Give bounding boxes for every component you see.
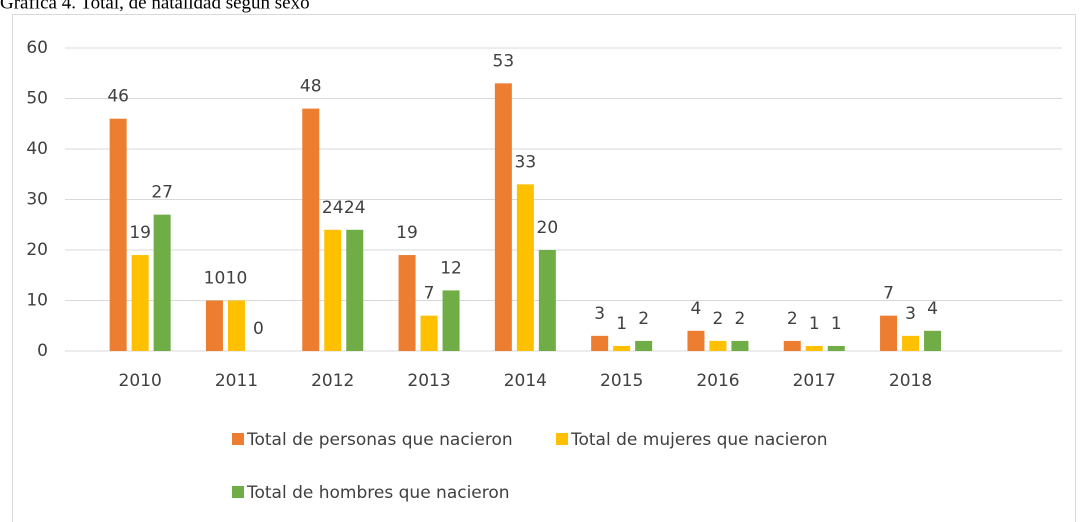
data-label: 48 <box>300 77 322 97</box>
bar <box>324 229 342 351</box>
bar <box>302 108 320 351</box>
bar <box>494 83 512 351</box>
data-label: 4 <box>691 299 702 319</box>
bar <box>924 330 942 351</box>
data-label: 19 <box>396 223 418 243</box>
bar <box>131 255 149 351</box>
bar <box>687 330 705 351</box>
bar <box>442 290 460 351</box>
x-tick-label: 2016 <box>696 371 739 391</box>
data-label: 4 <box>927 299 938 319</box>
data-label: 7 <box>424 284 435 304</box>
bar <box>613 345 631 351</box>
legend-swatch <box>556 433 568 445</box>
bar <box>591 335 609 351</box>
y-tick-label: 30 <box>26 190 48 210</box>
legend-swatch <box>232 486 244 498</box>
legend-swatch <box>232 433 244 445</box>
bar <box>783 340 801 351</box>
bar <box>635 340 653 351</box>
bar <box>205 300 223 351</box>
data-label: 24 <box>322 198 344 218</box>
bar <box>109 118 127 351</box>
bar <box>902 335 920 351</box>
data-label: 33 <box>515 152 537 172</box>
data-label: 2 <box>735 309 746 329</box>
y-tick-label: 60 <box>26 38 48 58</box>
data-label: 19 <box>129 223 151 243</box>
data-label: 3 <box>594 304 605 324</box>
bar <box>538 250 556 351</box>
x-tick-label: 2010 <box>119 371 162 391</box>
data-label: 12 <box>440 258 462 278</box>
data-label: 3 <box>905 304 916 324</box>
chart-title: Gráfica 4. Total, de natalidad según sex… <box>0 0 310 13</box>
data-label: 53 <box>493 51 515 71</box>
bar <box>805 345 823 351</box>
bar <box>516 184 534 351</box>
bar <box>346 229 364 351</box>
y-tick-label: 50 <box>26 89 48 109</box>
data-label: 0 <box>253 319 264 339</box>
bar <box>153 214 171 351</box>
data-label: 10 <box>226 269 248 289</box>
data-label: 2 <box>787 309 798 329</box>
x-tick-label: 2017 <box>793 371 836 391</box>
data-label: 7 <box>883 284 894 304</box>
data-label: 24 <box>344 198 366 218</box>
bar <box>709 340 727 351</box>
x-tick-label: 2014 <box>504 371 547 391</box>
bar <box>880 315 898 351</box>
legend-label: Total de personas que nacieron <box>246 430 513 450</box>
x-tick-label: 2018 <box>889 371 932 391</box>
bar <box>731 340 749 351</box>
legend-label: Total de mujeres que nacieron <box>570 430 828 450</box>
title-backdrop <box>0 0 460 14</box>
x-tick-label: 2013 <box>407 371 450 391</box>
data-label: 46 <box>107 87 129 107</box>
y-tick-label: 40 <box>26 139 48 159</box>
data-label: 1 <box>831 314 842 334</box>
data-label: 27 <box>151 183 173 203</box>
bar <box>827 345 845 351</box>
legend-label: Total de hombres que nacieron <box>246 483 510 503</box>
x-tick-label: 2012 <box>311 371 354 391</box>
bar <box>420 315 438 351</box>
bar <box>227 300 245 351</box>
y-tick-label: 20 <box>26 240 48 260</box>
bar <box>398 255 416 351</box>
data-label: 1 <box>616 314 627 334</box>
data-label: 2 <box>638 309 649 329</box>
data-label: 10 <box>204 269 226 289</box>
data-label: 2 <box>713 309 724 329</box>
y-tick-label: 0 <box>37 341 48 361</box>
data-label: 20 <box>537 218 559 238</box>
y-tick-label: 10 <box>26 291 48 311</box>
x-tick-label: 2015 <box>600 371 643 391</box>
data-label: 1 <box>809 314 820 334</box>
x-tick-label: 2011 <box>215 371 258 391</box>
